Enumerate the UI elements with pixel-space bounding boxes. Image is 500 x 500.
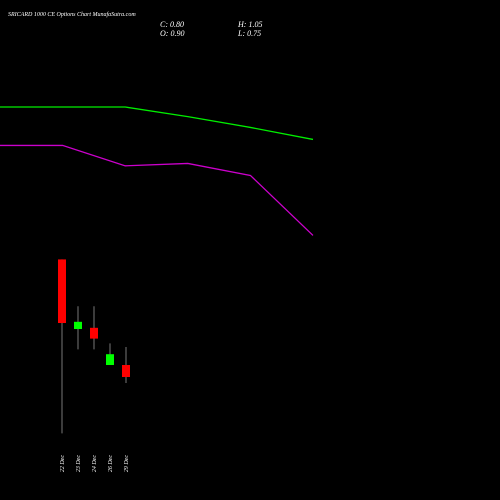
candle-body <box>58 259 66 324</box>
line-series <box>0 144 314 236</box>
x-tick-label: 26 Dec <box>108 455 114 472</box>
line-series <box>0 106 314 141</box>
ohlc-label: H: 1.05 <box>237 20 262 29</box>
candle-body <box>74 321 82 330</box>
x-tick-label: 22 Dec <box>60 455 66 472</box>
x-tick-label: 23 Dec <box>76 455 82 472</box>
ohlc-label: O: 0.90 <box>160 29 184 38</box>
candle-body <box>90 327 98 339</box>
x-tick-label: 24 Dec <box>91 455 98 472</box>
ohlc-label: L: 0.75 <box>237 29 261 38</box>
candle-body <box>106 354 114 366</box>
x-tick-label: 29 Dec <box>124 455 130 472</box>
chart-title: SRICARD 1000 CE Options Chart MunafaSutr… <box>8 11 136 18</box>
ohlc-label: C: 0.80 <box>160 20 184 29</box>
candle-body <box>122 365 130 378</box>
